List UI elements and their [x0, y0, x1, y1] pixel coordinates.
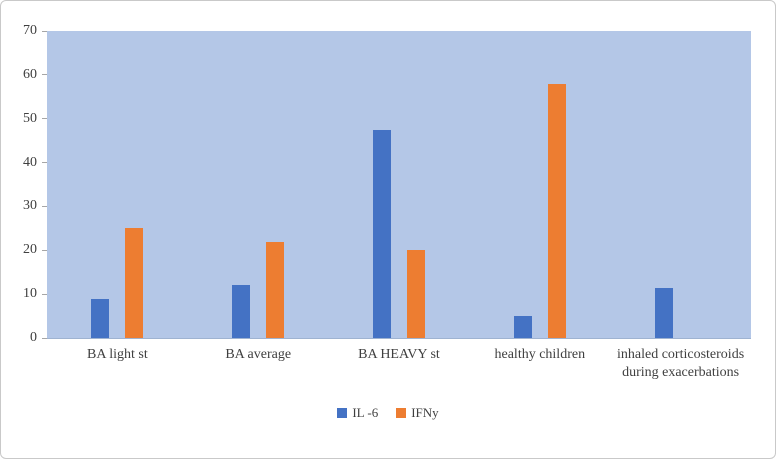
bar-series0-cat0	[91, 298, 110, 338]
bar-series1-cat0	[125, 228, 144, 338]
bar-series1-cat3	[547, 83, 566, 338]
y-tick-mark	[42, 205, 47, 207]
plot-area	[47, 31, 751, 339]
y-tick-mark	[42, 337, 47, 339]
x-axis-label: BA average	[225, 347, 292, 362]
bar-series0-cat2	[373, 129, 391, 338]
y-tick-label: 50	[23, 110, 37, 126]
y-tick-label: 10	[23, 286, 37, 302]
legend-item: IL -6	[337, 405, 378, 421]
bar-series0-cat3	[513, 316, 532, 338]
y-tick-mark	[42, 74, 47, 76]
y-tick-mark	[42, 118, 47, 120]
legend-swatch	[396, 408, 407, 418]
x-axis-label: healthy children	[494, 347, 586, 362]
y-tick-label: 70	[23, 23, 37, 38]
bar-series0-cat4	[654, 287, 673, 338]
bar-series0-cat1	[232, 285, 251, 338]
legend-item: IFNy	[396, 405, 439, 421]
y-tick-label: 40	[23, 154, 37, 170]
legend-swatch	[337, 408, 348, 418]
bar-series1-cat1	[266, 241, 285, 338]
y-tick-mark	[42, 249, 47, 251]
y-tick-mark	[42, 162, 47, 164]
y-tick-mark	[42, 293, 47, 295]
legend-label: IFNy	[411, 405, 439, 420]
y-axis: 0 10 20 30 40 50 60 70	[1, 1, 47, 458]
x-axis-label: inhaled corticosteroids during exacerbat…	[617, 347, 745, 381]
x-axis-labels: BA light st BA average BA HEAVY st healthy …	[47, 346, 751, 382]
y-tick-mark	[42, 30, 47, 32]
x-axis-label: BA HEAVY st	[358, 347, 440, 362]
bar-series1-cat2	[407, 250, 425, 338]
y-tick-label: 60	[23, 66, 37, 82]
y-tick-label: 0	[30, 330, 37, 345]
x-axis-label: BA light st	[87, 347, 148, 362]
y-tick-label: 20	[23, 242, 37, 258]
legend: IL -6 IFNy	[1, 405, 775, 421]
legend-label: IL -6	[352, 405, 379, 420]
y-tick-label: 30	[23, 198, 37, 214]
